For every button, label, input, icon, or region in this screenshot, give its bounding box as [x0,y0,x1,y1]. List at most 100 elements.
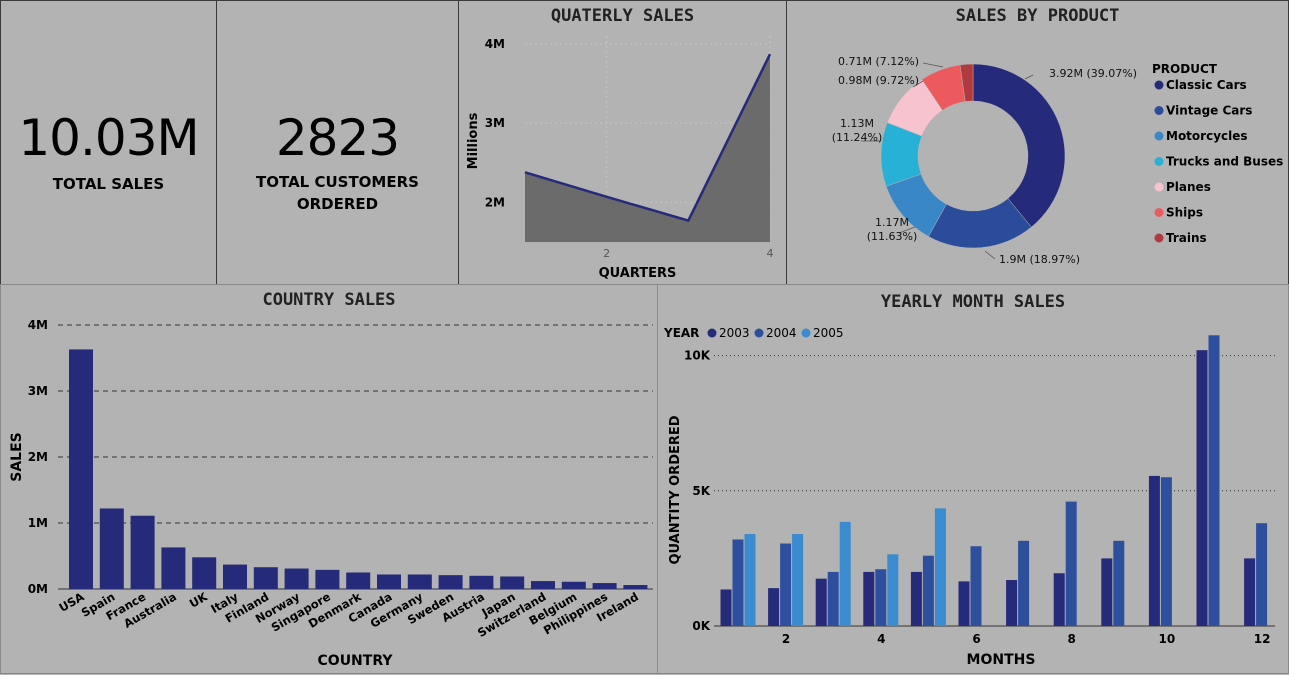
y-ylabel: QUANTITY ORDERED [668,415,683,564]
pie-legend-marker [1155,132,1164,141]
c-bar [223,565,247,589]
c-bar [254,567,278,589]
y-xlabel: MONTHS [967,652,1036,668]
y-bar-2005 [840,522,851,626]
c-bar [593,583,617,589]
pie-legend-marker [1155,106,1164,115]
pie-legend-item: Vintage Cars [1166,104,1252,118]
y-legend-item: 2004 [766,326,797,340]
c-bar [192,557,216,589]
y-legend-marker [755,329,764,338]
y-bar-2003 [721,589,732,626]
c-bar [315,570,339,589]
y-bar-2003 [863,572,874,626]
y-bar-2004 [1113,541,1124,626]
y-ytick-label: 0K [692,619,710,633]
pie-leader-line [1025,75,1033,79]
y-bar-2004 [1161,477,1172,626]
pie-slice-classic-cars [973,64,1065,227]
pie-legend-marker [1155,208,1164,217]
y-bar-2004 [1066,502,1077,626]
y-legend-title: YEAR [663,326,699,340]
y-bar-2004 [1209,335,1220,626]
pie-legend-item: Classic Cars [1166,78,1247,92]
total-sales-label: TOTAL SALES [1,173,216,195]
pie-data-label: 3.92M (39.07%) [1049,67,1137,80]
y-bar-2003 [1244,558,1255,626]
y-legend-item: 2003 [719,326,750,340]
pie-legend-marker [1155,234,1164,243]
y-bar-2005 [887,554,898,626]
q-ytick-label: 3M [485,116,505,130]
y-bar-2004 [828,572,839,626]
c-bar [562,582,586,589]
pie-legend-item: Ships [1166,206,1203,220]
pie-legend-marker [1155,81,1164,90]
q-area [525,54,770,242]
c-bar [161,547,185,589]
y-bar-2003 [816,579,827,626]
y-bar-2003 [1101,558,1112,626]
y-xtick-label: 4 [877,632,885,646]
q-xlabel: QUARTERS [599,266,677,281]
c-bar [408,574,432,589]
pie-legend-item: Planes [1166,180,1211,194]
c-ylabel: SALES [9,432,25,482]
total-customers-label-line2: ORDERED [217,193,458,215]
pie-data-label: (11.24%) [832,131,883,144]
total-customers-card: 2823 TOTAL CUSTOMERS ORDERED [216,0,459,285]
y-ytick-label: 10K [684,349,711,363]
y-bar-2004 [971,546,982,626]
pie-leader-line [985,251,995,259]
y-bar-2003 [768,588,779,626]
c-ytick-label: 4M [28,318,48,332]
y-bar-2004 [875,569,886,626]
c-bar [469,576,493,589]
y-bar-2005 [792,534,803,626]
y-bar-2003 [1006,580,1017,626]
y-bar-2005 [935,508,946,626]
y-bar-2003 [959,581,970,626]
y-xtick-label: 10 [1159,632,1176,646]
y-legend-item: 2005 [813,326,844,340]
y-bar-2003 [1197,350,1208,626]
c-bar [69,349,93,589]
c-ytick-label: 3M [28,384,48,398]
sales-by-product-chart: 3.92M (39.07%)1.9M (18.97%)1.17M(11.63%)… [787,1,1289,286]
c-bar [100,508,124,589]
sales-by-product-panel: SALES BY PRODUCT 3.92M (39.07%)1.9M (18.… [786,0,1289,285]
total-sales-value: 10.03M [1,109,216,167]
y-xtick-label: 2 [782,632,790,646]
pie-data-label: (11.63%) [867,230,918,243]
y-xtick-label: 12 [1254,632,1271,646]
c-ytick-label: 0M [28,582,48,596]
y-bar-2004 [1018,541,1029,626]
pie-legend-item: Trucks and Buses [1166,155,1283,169]
y-bar-2003 [1149,476,1160,626]
c-bar [500,576,524,589]
q-xtick-label: 2 [603,247,610,260]
pie-legend-marker [1155,157,1164,166]
y-bar-2004 [923,556,934,626]
c-ytick-label: 2M [28,450,48,464]
q-xtick-label: 4 [767,247,774,260]
c-bar [377,574,401,589]
pie-leader-line [923,63,943,67]
y-legend-marker [708,329,717,338]
pie-data-label: 1.13M [840,117,874,130]
c-bar [439,575,463,589]
q-ytick-label: 4M [485,37,505,51]
pie-legend-item: Motorcycles [1166,129,1248,143]
pie-data-label: 0.98M (9.72%) [838,74,919,87]
pie-legend-marker [1155,183,1164,192]
pie-data-label: 0.71M (7.12%) [838,55,919,68]
pie-legend-item: Trains [1166,231,1207,245]
y-legend-marker [802,329,811,338]
c-bar [131,516,155,589]
